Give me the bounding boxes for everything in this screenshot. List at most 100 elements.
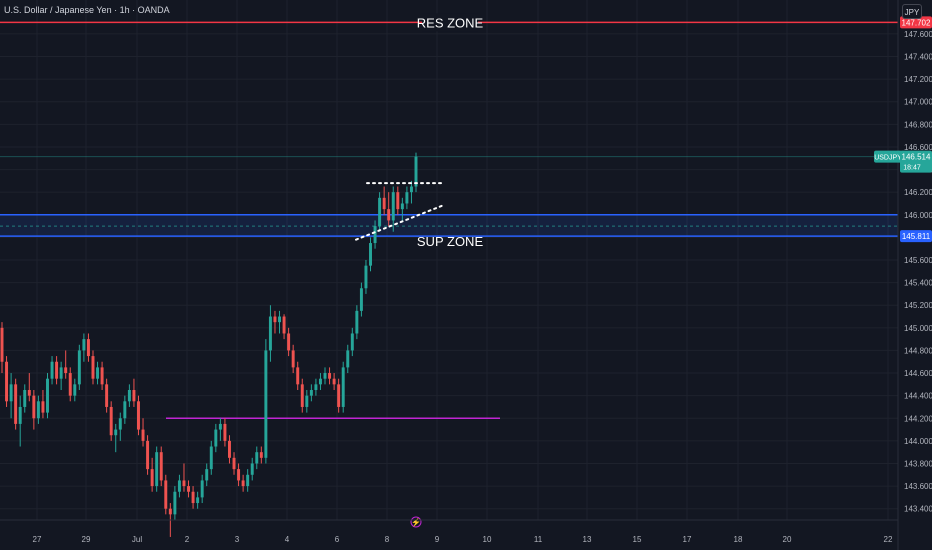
- candle-body: [32, 395, 36, 419]
- res-price-tag-bg: [900, 16, 932, 29]
- candle-body: [314, 384, 318, 390]
- candle-body: [241, 480, 245, 487]
- candle-body: [387, 209, 391, 221]
- candle-body: [118, 418, 122, 430]
- candle-body: [105, 384, 109, 407]
- time-tick: 29: [82, 535, 91, 544]
- candle-body: [9, 384, 13, 402]
- time-tick: 17: [683, 535, 692, 544]
- candle-body: [273, 316, 277, 323]
- candle-body: [182, 480, 186, 487]
- price-tick: 146.600: [904, 143, 932, 152]
- candle-body: [350, 333, 354, 351]
- candle-body: [36, 401, 40, 419]
- price-tick: 143.600: [904, 482, 932, 491]
- price-tick: 145.200: [904, 301, 932, 310]
- price-tick: 147.400: [904, 53, 932, 62]
- candle-body: [296, 367, 300, 385]
- candle-body: [346, 350, 350, 368]
- candle-body: [5, 361, 9, 402]
- candle-body: [150, 469, 154, 487]
- candle-body: [123, 401, 127, 419]
- price-tick: 145.000: [904, 324, 932, 333]
- price-tick: 146.000: [904, 211, 932, 220]
- time-tick: 18: [734, 535, 743, 544]
- time-tick: 8: [385, 535, 390, 544]
- candle-body: [237, 469, 241, 481]
- price-tick: 144.200: [904, 414, 932, 423]
- candle-body: [187, 486, 191, 492]
- candle-body: [141, 429, 145, 441]
- candle-body: [337, 384, 341, 407]
- time-tick: 3: [235, 535, 240, 544]
- time-tick: Jul: [132, 535, 142, 544]
- time-tick: 20: [783, 535, 792, 544]
- candle-body: [200, 480, 204, 498]
- res-zone-label: RES ZONE: [417, 15, 484, 30]
- currency-button[interactable]: JPY: [902, 4, 922, 19]
- sup-price-tag-bg: [900, 230, 932, 243]
- candle-body: [205, 469, 209, 481]
- time-tick: 27: [33, 535, 42, 544]
- candle-body: [159, 452, 163, 481]
- event-marker-icon[interactable]: [410, 516, 422, 528]
- time-tick: 9: [435, 535, 440, 544]
- candle-body: [114, 429, 118, 436]
- time-tick: 10: [483, 535, 492, 544]
- time-tick: 2: [185, 535, 190, 544]
- candle-body: [373, 226, 377, 244]
- res-price-tag: 147.702: [902, 18, 931, 27]
- candle-body: [305, 395, 309, 407]
- price-tick: 144.600: [904, 369, 932, 378]
- time-tick: 11: [534, 535, 543, 544]
- price-tick: 143.400: [904, 505, 932, 514]
- candle-body: [91, 356, 95, 379]
- candle-body: [196, 497, 200, 504]
- candle-body: [332, 378, 336, 385]
- candle-body: [132, 390, 136, 402]
- candle-body: [278, 316, 281, 323]
- symbol-title: U.S. Dollar / Japanese Yen · 1h · OANDA: [4, 5, 170, 15]
- price-tick: 146.200: [904, 188, 932, 197]
- candle-body: [259, 452, 263, 458]
- price-tick: 147.200: [904, 75, 932, 84]
- candle-body: [396, 192, 400, 210]
- rising-trendline[interactable]: [355, 203, 446, 241]
- candle-body: [369, 243, 372, 266]
- time-tick: 4: [285, 535, 290, 544]
- candle-body: [287, 333, 291, 351]
- candle-body: [23, 390, 27, 407]
- lightning-icon: ⚡: [411, 517, 421, 527]
- candle-body: [82, 339, 86, 351]
- price-tick: 147.000: [904, 98, 932, 107]
- sup-price-tag: 145.811: [902, 232, 931, 241]
- sup-zone-label: SUP ZONE: [417, 234, 484, 249]
- candle-body: [223, 423, 227, 441]
- candle-body: [177, 480, 181, 492]
- candle-body: [359, 288, 363, 311]
- candle-body: [64, 367, 68, 374]
- candle-body: [232, 457, 236, 470]
- price-tick: 145.400: [904, 279, 932, 288]
- candle-body: [246, 474, 250, 487]
- time-tick: 22: [884, 535, 893, 544]
- sup-zone-fill: [0, 214, 898, 237]
- time-tick: 6: [335, 535, 340, 544]
- candle-body: [255, 452, 259, 464]
- candle-body: [382, 197, 386, 210]
- horizontal-lines[interactable]: [0, 21, 898, 420]
- symbol-tag-bg: [874, 150, 902, 163]
- price-tick: 144.000: [904, 437, 932, 446]
- candle-body: [86, 339, 90, 357]
- price-tick: 145.600: [904, 256, 932, 265]
- candle-body: [0, 327, 4, 362]
- trendlines[interactable]: [355, 182, 446, 241]
- candle-body: [50, 361, 54, 379]
- candle-body: [146, 440, 150, 470]
- candle-body: [405, 192, 409, 204]
- candle-body: [268, 316, 272, 351]
- candle-body: [59, 367, 63, 379]
- countdown-tag: 18:47: [903, 165, 921, 172]
